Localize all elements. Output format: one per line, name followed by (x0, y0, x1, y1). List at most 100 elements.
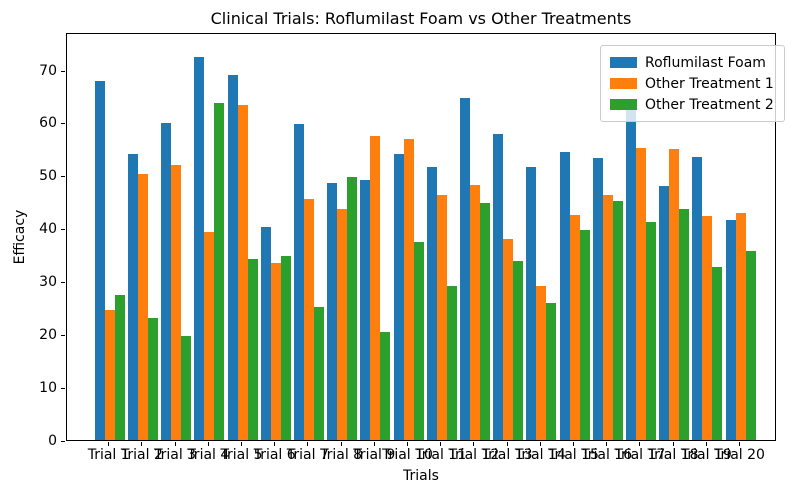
x-tick-mark (207, 442, 209, 446)
bar-other-treatment-1 (403, 139, 414, 440)
x-tick-label: Trial 16 (581, 447, 633, 463)
bar-other-treatment-1 (303, 199, 314, 440)
bar-roflumilast-foam (625, 102, 636, 440)
bar-roflumilast-foam (659, 185, 670, 440)
bar-other-treatment-2 (114, 294, 125, 440)
x-tick-mark (573, 442, 574, 446)
bar-other-treatment-1 (370, 136, 381, 440)
y-tick-mark (61, 70, 65, 72)
bar-other-treatment-2 (645, 222, 656, 440)
x-tick-label: Trial 2 (120, 447, 163, 463)
x-tick-label: Trial 7 (286, 447, 329, 463)
y-tick-mark (61, 387, 65, 389)
y-tick-mark (61, 229, 65, 231)
x-tick-mark (108, 442, 110, 446)
bar-other-treatment-1 (337, 209, 348, 440)
bar-roflumilast-foam (592, 157, 603, 440)
legend-row: Other Treatment 1 (610, 73, 774, 94)
bar-other-treatment-2 (313, 307, 324, 440)
bar-roflumilast-foam (393, 153, 404, 440)
x-tick-mark (307, 442, 309, 446)
y-tick-mark (61, 281, 65, 283)
y-tick-label: 20 (39, 326, 57, 343)
x-tick-label: Trial 11 (415, 447, 467, 463)
bar-other-treatment-2 (181, 336, 192, 440)
legend-label: Roflumilast Foam (645, 54, 766, 71)
bar-other-treatment-2 (513, 260, 524, 440)
bar-other-treatment-2 (280, 255, 291, 440)
y-tick-label: 70 (39, 62, 57, 79)
x-tick-label: Trial 8 (320, 447, 363, 463)
bar-other-treatment-1 (602, 194, 613, 440)
legend-row: Roflumilast Foam (610, 52, 774, 73)
bar-other-treatment-2 (546, 303, 557, 440)
y-tick-mark (61, 176, 65, 178)
bar-roflumilast-foam (360, 179, 371, 440)
y-tick-label: 30 (39, 273, 57, 290)
x-tick-label: Trial 18 (647, 447, 699, 463)
bar-other-treatment-2 (247, 259, 258, 440)
legend-row: Other Treatment 2 (610, 94, 774, 115)
x-tick-mark (606, 442, 608, 446)
bar-other-treatment-1 (270, 262, 281, 440)
y-tick-mark (61, 440, 65, 442)
bar-roflumilast-foam (127, 153, 138, 440)
bar-other-treatment-2 (214, 102, 225, 440)
x-tick-label: Trial 19 (680, 447, 732, 463)
bar-roflumilast-foam (725, 220, 736, 440)
bar-other-treatment-1 (137, 174, 148, 440)
x-tick-mark (506, 442, 508, 446)
bar-roflumilast-foam (161, 122, 172, 440)
x-tick-mark (705, 442, 707, 446)
bar-roflumilast-foam (493, 134, 504, 440)
bar-other-treatment-1 (436, 194, 447, 440)
y-tick-label: 60 (39, 115, 57, 132)
bar-other-treatment-1 (635, 148, 646, 440)
bar-roflumilast-foam (293, 123, 304, 440)
bar-other-treatment-1 (536, 286, 547, 440)
bar-roflumilast-foam (94, 81, 105, 440)
bar-other-treatment-1 (237, 105, 248, 440)
bar-other-treatment-1 (669, 148, 680, 440)
x-tick-mark (274, 442, 276, 446)
bar-roflumilast-foam (227, 75, 238, 440)
bar-other-treatment-2 (413, 242, 424, 440)
bar-other-treatment-1 (204, 232, 215, 440)
bar-other-treatment-1 (569, 214, 580, 440)
x-tick-label: Trial 12 (448, 447, 500, 463)
x-tick-label: Trial 20 (714, 447, 765, 463)
legend-patch-roflumilast-foam (610, 57, 637, 68)
bar-other-treatment-2 (446, 285, 457, 440)
y-tick-mark (61, 334, 65, 336)
bar-roflumilast-foam (194, 57, 205, 440)
x-tick-mark (373, 442, 375, 446)
bar-other-treatment-2 (479, 203, 490, 440)
x-tick-mark (639, 442, 641, 446)
x-tick-label: Trial 17 (614, 447, 666, 463)
x-tick-mark (141, 442, 143, 446)
bar-roflumilast-foam (260, 226, 271, 440)
bar-other-treatment-2 (347, 177, 358, 440)
x-tick-mark (174, 442, 176, 446)
legend-label: Other Treatment 2 (645, 96, 774, 113)
x-axis-label: Trials (403, 468, 439, 484)
x-tick-mark (473, 442, 475, 446)
legend: Roflumilast Foam Other Treatment 1 Other T… (600, 45, 785, 122)
bar-other-treatment-2 (712, 267, 723, 440)
bar-other-treatment-1 (702, 216, 713, 440)
y-tick-mark (61, 123, 65, 125)
bar-roflumilast-foam (692, 157, 703, 440)
x-tick-label: Trial 14 (514, 447, 566, 463)
x-tick-mark (440, 442, 442, 446)
x-tick-label: Trial 3 (154, 447, 197, 463)
y-tick-label: 10 (39, 379, 57, 396)
bar-other-treatment-2 (579, 230, 590, 440)
bar-other-treatment-1 (469, 185, 480, 440)
x-tick-label: Trial 1 (87, 447, 130, 463)
bar-other-treatment-2 (745, 250, 756, 440)
y-tick-label: 50 (39, 168, 57, 185)
bar-other-treatment-2 (380, 331, 391, 440)
bar-roflumilast-foam (327, 183, 338, 440)
x-tick-label: Trial 9 (353, 447, 396, 463)
